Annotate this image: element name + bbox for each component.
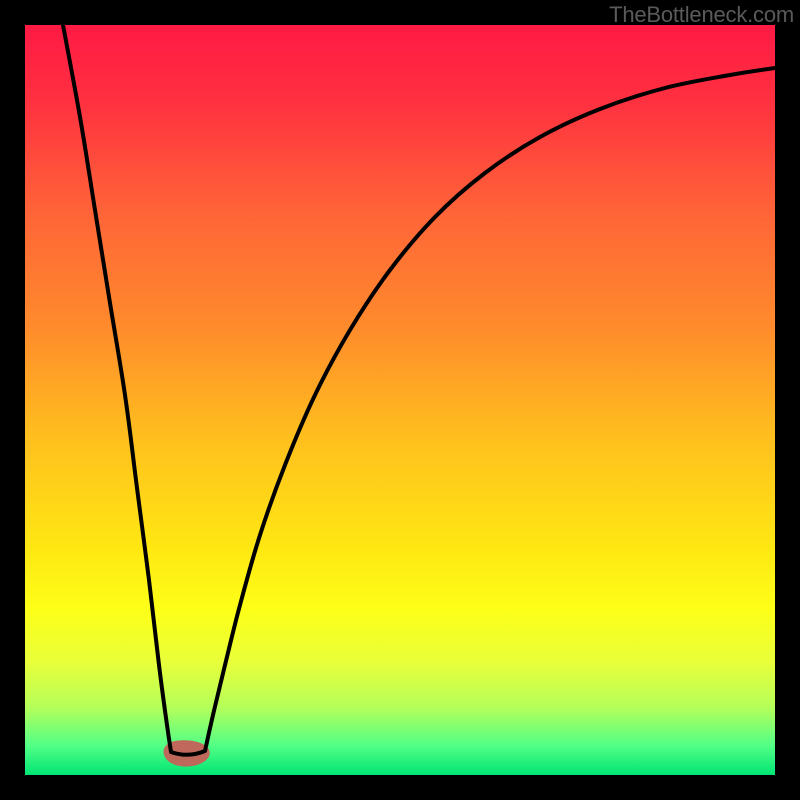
plot-area [25,25,775,775]
outer-frame: TheBottleneck.com [0,0,800,800]
bottleneck-curve [63,25,775,755]
watermark-text: TheBottleneck.com [609,2,794,28]
chart-svg [25,25,775,775]
